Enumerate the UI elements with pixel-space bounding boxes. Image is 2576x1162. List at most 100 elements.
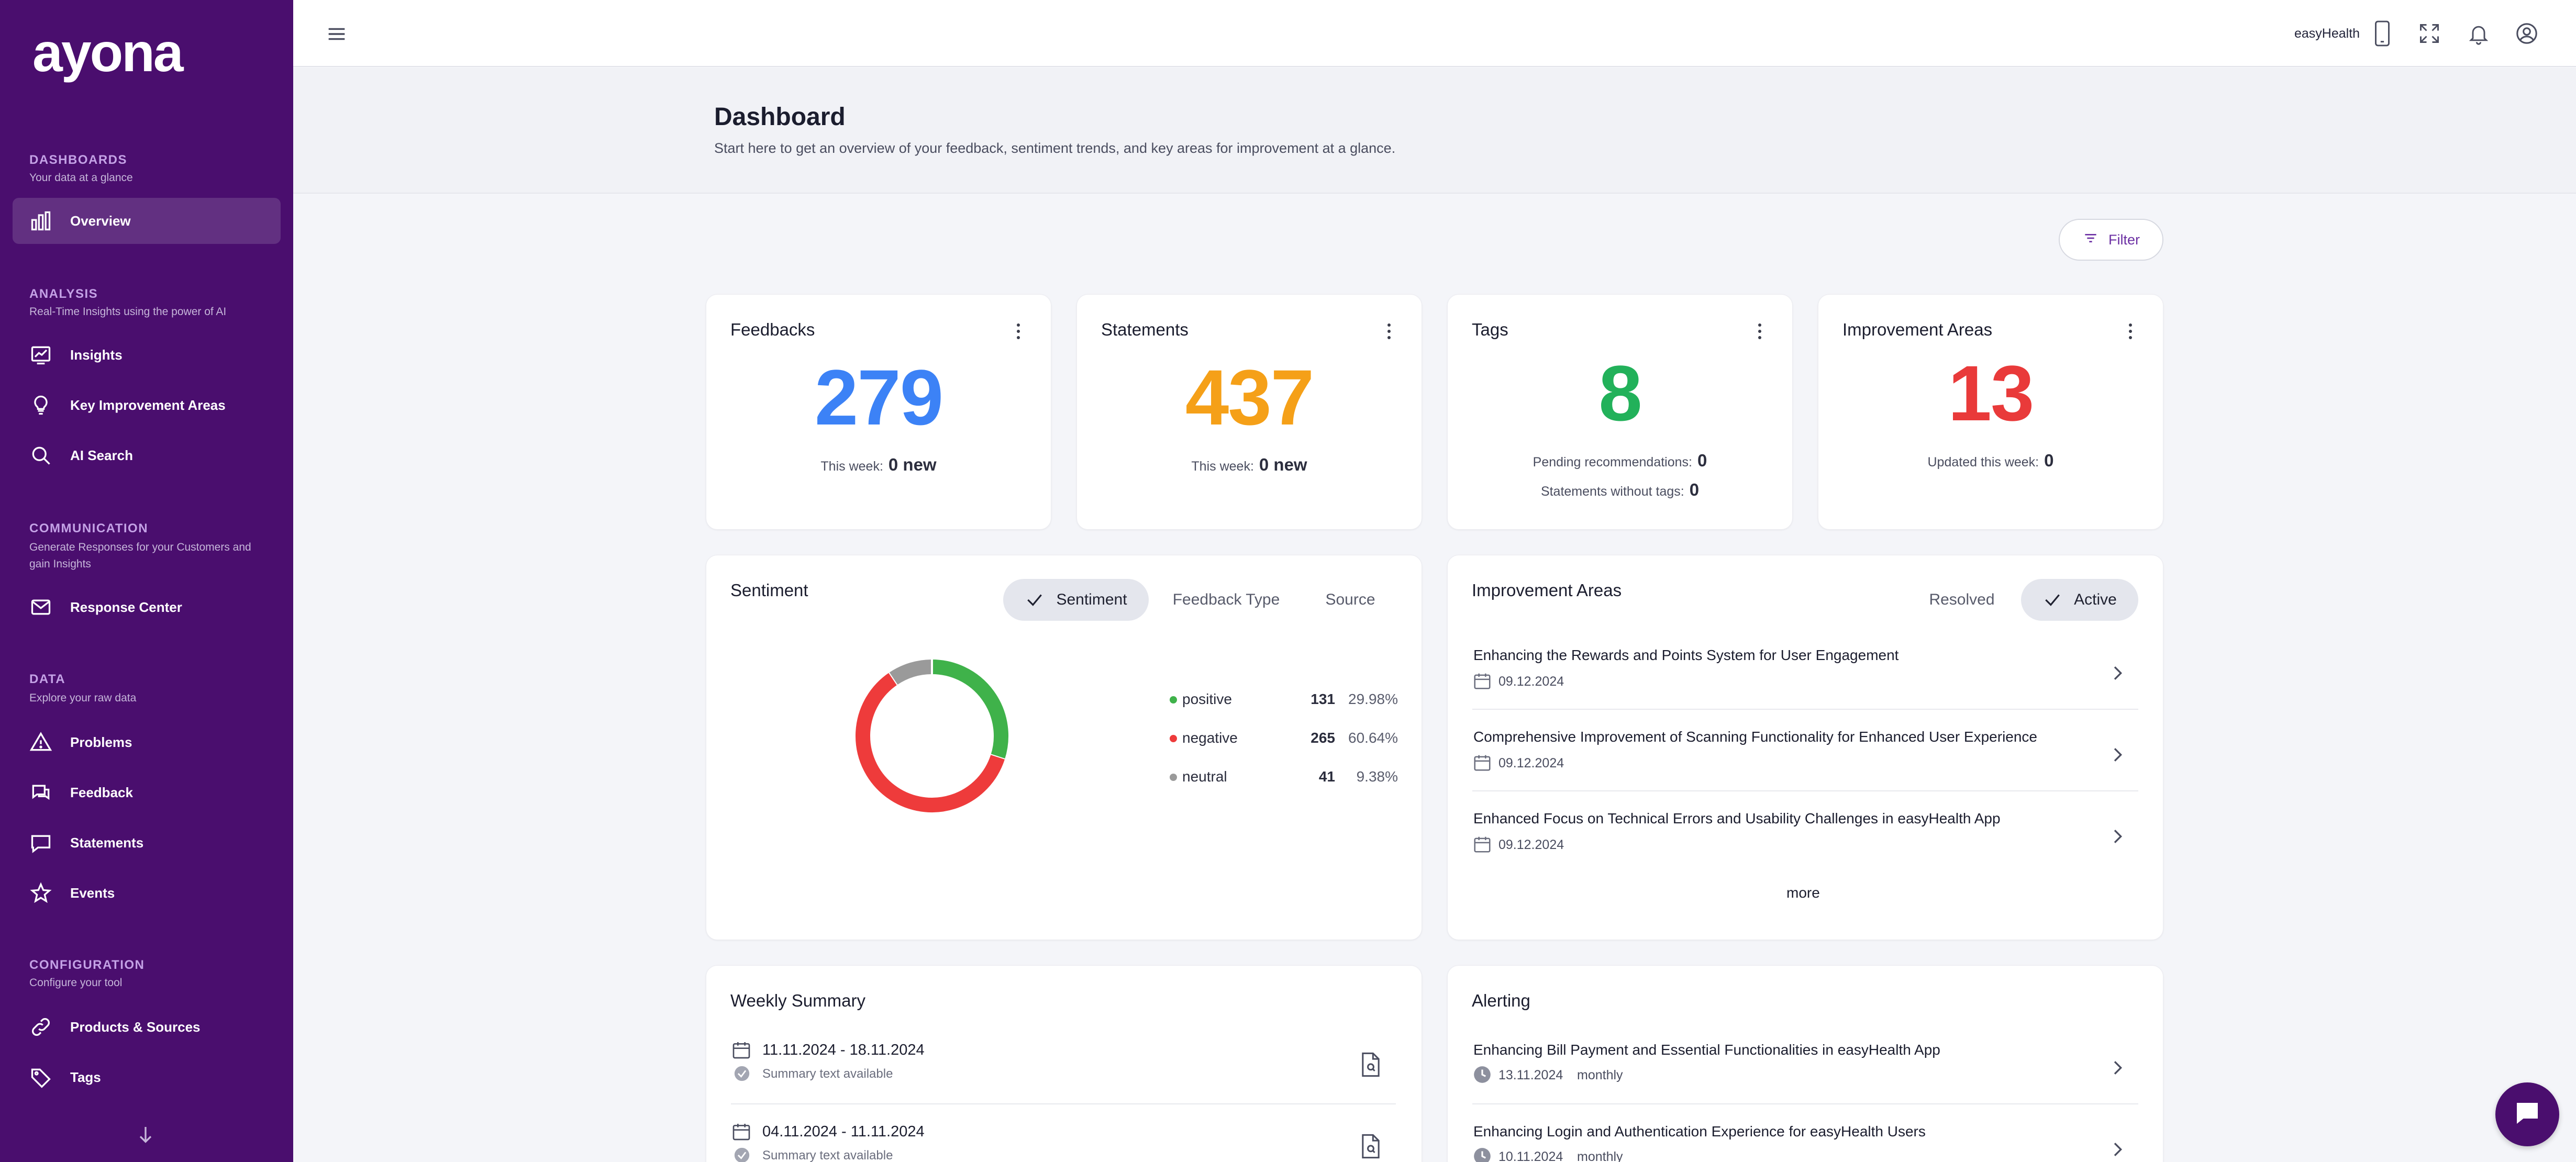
card-title: Statements [1101,320,1189,339]
card-title: Sentiment [730,580,808,600]
ayona-logo[interactable]: ayona [32,30,205,83]
statements-count: 437 [1185,353,1314,441]
more-options-icon[interactable] [1012,321,1025,342]
tab-sentiment[interactable]: Sentiment [1003,579,1149,621]
user-account-icon[interactable] [2512,19,2541,48]
star-icon [27,879,54,907]
legend-percent: 9.38% [1356,768,1398,785]
top-bar: easyHealth [293,0,2576,67]
legend-item-neutral: neutral 41 9.38% [1168,766,1398,787]
sidebar-heading-data: DATA [29,672,66,686]
more-options-icon[interactable] [1383,321,1395,342]
improvement-areas-stat-card: Improvement Areas 13 Updated this week: 0 [1818,294,2163,530]
item-date: 09.12.2024 [1498,674,1564,689]
sentiment-donut-chart [856,659,1008,812]
sidebar-sub-analysis: Real-Time Insights using the power of AI [29,306,227,318]
item-date: 09.12.2024 [1498,837,1564,852]
menu-icon[interactable] [325,22,349,46]
weekly-summary-item[interactable]: 11.11.2024 - 18.11.2024 Summary text ava… [731,1042,1396,1115]
tab-feedback-type[interactable]: Feedback Type [1159,579,1293,621]
sidebar-item-label: Products & Sources [70,1019,201,1035]
sidebar-item-key-improvement-areas[interactable]: Key Improvement Areas [13,382,281,428]
divider [1472,790,2138,791]
chevron-right-icon [2107,1139,2128,1160]
brand-selector[interactable]: easyHealth [2294,26,2360,41]
sidebar-item-label: Tags [70,1069,101,1085]
statements-card: Statements 437 This week: 0 new [1076,294,1422,530]
check-icon [1025,590,1045,610]
sidebar-item-overview[interactable]: Overview [13,198,281,244]
item-title: Comprehensive Improvement of Scanning Fu… [1473,729,2038,745]
weekly-summary-card: Weekly Summary [706,965,1422,1162]
sidebar-item-tags[interactable]: Tags [13,1054,281,1100]
chevron-right-icon [2107,826,2128,847]
legend-dot [1170,735,1177,742]
tab-active[interactable]: Active [2021,579,2138,621]
sidebar-item-ai-search[interactable]: AI Search [13,432,281,478]
calendar-icon [731,1040,752,1060]
divider [1472,1103,2138,1104]
without-tags-label: Statements without tags: [1540,484,1684,499]
sidebar-heading-analysis: ANALYSIS [29,287,98,301]
tab-label: Source [1325,591,1375,608]
summary-status: Summary text available [762,1067,893,1081]
sidebar-item-feedback[interactable]: Feedback [13,769,281,815]
lightbulb-icon [27,392,54,419]
tab-label: Sentiment [1056,591,1127,608]
statements-without-tags-line: Statements without tags: 0 [1448,480,1792,500]
mobile-icon[interactable] [2368,19,2397,48]
donut-slice-negative[interactable] [856,672,1005,812]
tab-resolved[interactable]: Resolved [1901,579,2023,621]
divider [1472,709,2138,710]
tag-icon [27,1064,54,1091]
alert-frequency: monthly [1577,1149,1623,1162]
document-icon[interactable] [1359,1051,1382,1078]
tab-label: Resolved [1929,591,1995,608]
donut-slice-neutral[interactable] [889,660,932,685]
item-date: 09.12.2024 [1498,756,1564,770]
sidebar-item-events[interactable]: Events [13,870,281,916]
alert-item[interactable]: Enhancing Bill Payment and Essential Fun… [1472,1042,2138,1115]
card-title: Tags [1472,320,1508,339]
weekly-summary-item[interactable]: 04.11.2024 - 11.11.2024 Summary text ava… [731,1123,1396,1162]
sidebar-item-response-center[interactable]: Response Center [13,584,281,630]
updated-week-line: Updated this week: 0 [1818,451,2163,471]
donut-slice-positive[interactable] [931,660,1008,759]
legend-label: neutral [1182,768,1227,785]
arrow-down-icon[interactable] [135,1124,156,1145]
improvement-area-item[interactable]: Enhancing the Rewards and Points System … [1472,647,2138,729]
alerting-card: Alerting [1447,965,2163,1162]
mail-icon [27,594,54,621]
chat-icon [27,779,54,806]
sidebar-item-label: Key Improvement Areas [70,397,226,413]
legend-label: negative [1182,730,1238,746]
filter-button[interactable]: Filter [2059,219,2163,261]
fullscreen-icon[interactable] [2415,19,2444,48]
more-options-icon[interactable] [1753,321,1766,342]
bell-icon[interactable] [2464,19,2493,48]
sidebar-item-insights[interactable]: Insights [13,332,281,378]
calendar-icon [1472,834,1492,854]
tab-source[interactable]: Source [1304,579,1397,621]
more-link[interactable]: more [1786,885,1820,901]
legend-count: 265 [1311,730,1335,746]
calendar-icon [1472,671,1492,691]
improvement-area-item[interactable]: Enhanced Focus on Technical Errors and U… [1472,810,2138,892]
feedbacks-week-line: This week: 0 new [706,455,1051,475]
trend-chart-icon [27,341,54,368]
legend-count: 131 [1311,691,1335,707]
sidebar-item-products-sources[interactable]: Products & Sources [13,1004,281,1050]
week-value: 0 new [1259,455,1307,474]
svg-text:ayona: ayona [32,30,184,83]
chat-support-button[interactable] [2495,1082,2559,1146]
card-title: Alerting [1472,991,1530,1010]
more-options-icon[interactable] [2124,321,2137,342]
document-icon[interactable] [1359,1133,1382,1160]
improvement-area-item[interactable]: Comprehensive Improvement of Scanning Fu… [1472,729,2138,810]
clock-icon [1472,1065,1492,1085]
check-circle-icon [733,1065,751,1082]
alert-item[interactable]: Enhancing Login and Authentication Exper… [1472,1123,2138,1162]
sidebar-item-statements[interactable]: Statements [13,820,281,866]
page-header [293,68,2576,194]
sidebar-item-problems[interactable]: Problems [13,719,281,765]
